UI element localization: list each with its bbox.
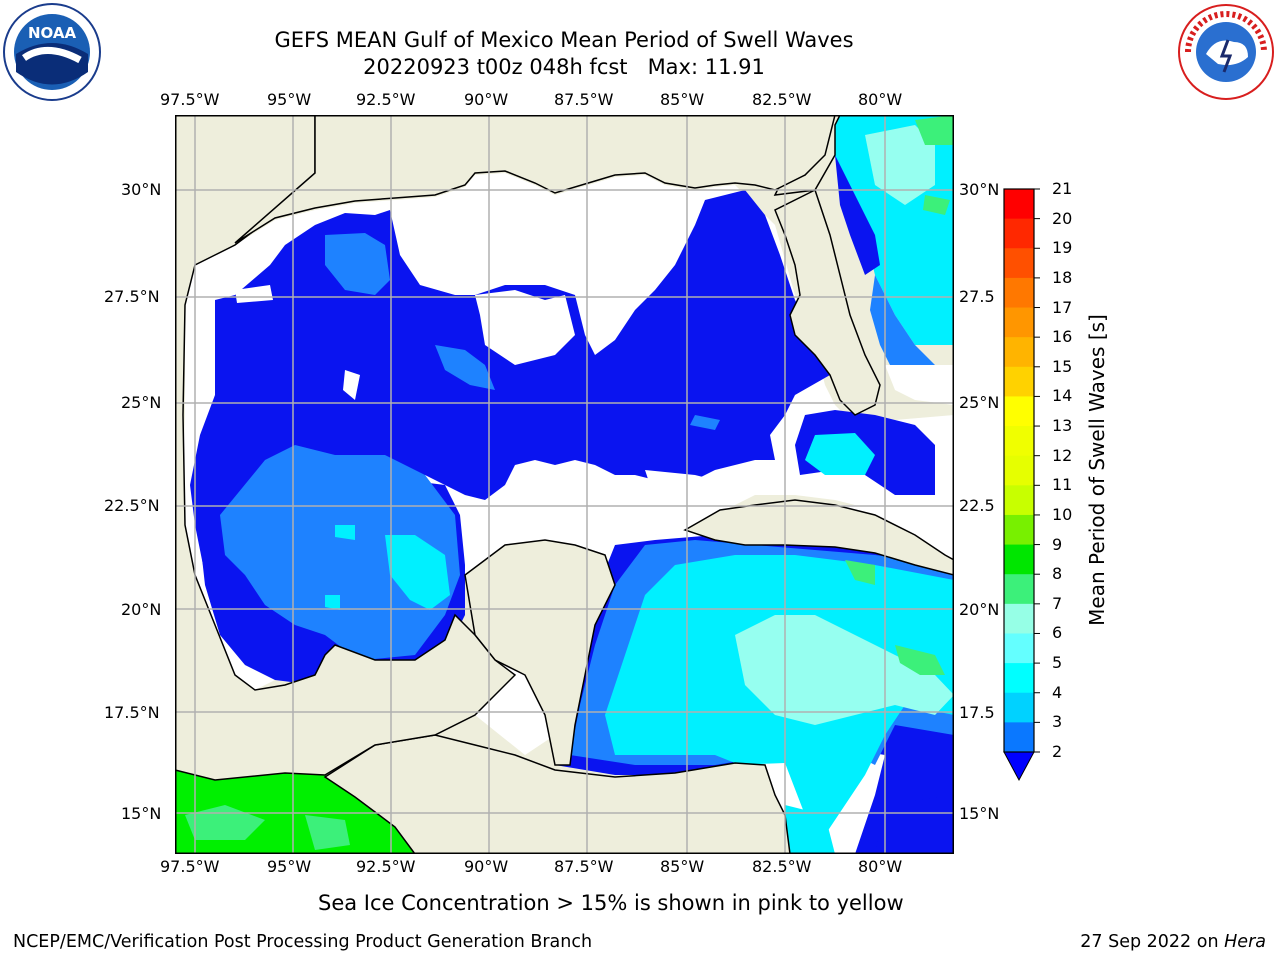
lon-label: 82.5°W [752,857,812,876]
colorbar-tick-label: 19 [1052,238,1073,258]
colorbar-segment [1004,455,1034,486]
colorbar-segment [1004,396,1034,427]
lon-label: 97.5°W [160,90,220,109]
colorbar-segment [1004,189,1034,220]
colorbar-tick-label: 9 [1052,534,1063,554]
map-gridlines [175,115,954,854]
colorbar-segment [1004,544,1034,575]
colorbar-tick-label: 14 [1052,386,1073,406]
noaa-logo-icon: NOAA [3,3,101,101]
colorbar [1003,188,1040,782]
lat-label: 27.5°N [104,287,160,306]
colorbar-tick-label: 2 [1052,742,1063,761]
colorbar-tick-label: 21 [1052,179,1073,198]
colorbar-tick-label: 17 [1052,297,1073,317]
colorbar-tick-label: 20 [1052,208,1073,228]
lat-label: 25°N [121,393,162,412]
colorbar-segment [1004,218,1034,249]
colorbar-segment [1004,307,1034,338]
colorbar-extend [1003,751,1035,782]
lon-label: 95°W [267,90,312,109]
colorbar-segment [1004,633,1034,664]
lat-label: 17.5 [959,703,995,722]
lon-label: 95°W [267,857,312,876]
chart-title: GEFS MEAN Gulf of Mexico Mean Period of … [274,28,854,52]
lat-label: 25°N [959,393,1000,412]
central-america-land [323,734,791,854]
lat-label: 15°N [959,804,1000,823]
lat-label: 27.5 [959,287,995,306]
colorbar-tick-label: 18 [1052,267,1073,287]
lon-label: 87.5°W [554,90,614,109]
colorbar-tick-label: 15 [1052,356,1073,376]
colorbar-segment [1004,337,1034,368]
lat-label: 22.5°N [104,496,160,515]
colorbar-segment [1004,277,1034,309]
colorbar-tick-label: 12 [1052,445,1073,465]
lon-label: 82.5°W [752,90,812,109]
noaa-logo: NOAA [2,2,102,102]
map-panel [175,115,954,854]
lon-label: 92.5°W [356,90,416,109]
colorbar-label: Mean Period of Swell Waves [s] [1085,314,1109,626]
colorbar-segment [1004,485,1034,516]
us-land [175,115,954,244]
lon-label: 80°W [858,857,903,876]
lat-label: 20°N [121,600,162,619]
colorbar-tick-label: 7 [1052,593,1063,613]
colorbar-tick-label: 5 [1052,653,1063,673]
colorbar-tick-label: 8 [1052,564,1063,584]
lon-label: 90°W [464,857,509,876]
footer-host: Hera [1224,932,1266,952]
lon-label: 90°W [464,90,509,109]
lon-label: 87.5°W [554,857,614,876]
colorbar-tick-label: 13 [1052,416,1073,436]
lon-label: 85°W [660,857,705,876]
lat-label: 30°N [121,180,162,199]
colorbar-segment [1004,603,1034,634]
lat-label: 15°N [121,804,162,823]
footer-date: 27 Sep 2022 on Hera [1080,932,1266,952]
colorbar-segment [1004,366,1034,397]
colorbar-tick-label: 6 [1052,623,1063,643]
colorbar-segment [1004,248,1034,279]
lon-label: 92.5°W [356,857,416,876]
lon-label: 85°W [660,90,705,109]
colorbar-segment [1004,426,1034,457]
lat-label: 22.5 [959,496,995,515]
colorbar-tick-label: 11 [1052,475,1073,495]
lon-label: 97.5°W [160,857,220,876]
colorbar-tick-label: 4 [1052,682,1063,702]
lat-label: 30°N [959,180,1000,199]
footer-credit: NCEP/EMC/Verification Post Processing Pr… [13,932,593,952]
colorbar-segment [1004,663,1034,694]
nws-logo-icon [1178,4,1274,100]
colorbar-tick-label: 3 [1052,712,1063,732]
swell-midblue-west [220,445,460,660]
chart-subtitle: 20220923 t00z 048h fcst Max: 11.91 [363,55,765,79]
svg-text:NOAA: NOAA [28,24,77,42]
lat-label: 17.5°N [104,703,160,722]
colorbar-segment [1004,514,1034,546]
mexico-land [175,115,517,781]
nws-logo [1176,2,1276,102]
cuba-land [683,499,954,576]
colorbar-segment [1004,574,1034,605]
lat-label: 20°N [959,600,1000,619]
colorbar-tick-label: 10 [1052,504,1073,524]
colorbar-segment [1004,692,1034,723]
colorbar-segment [1004,722,1034,753]
colorbar-tick-label: 16 [1052,327,1073,347]
footer-date-text: 27 Sep 2022 on [1080,932,1219,952]
lon-label: 80°W [858,90,903,109]
sea-ice-caption: Sea Ice Concentration > 15% is shown in … [318,891,904,915]
